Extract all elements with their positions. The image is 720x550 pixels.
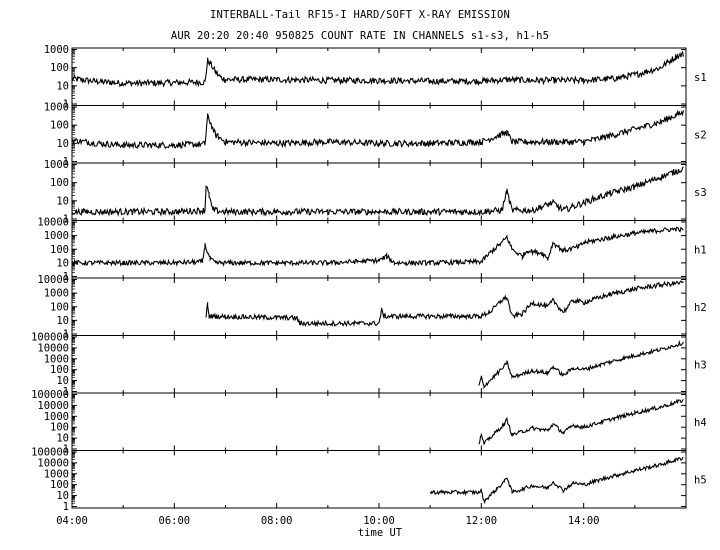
series-line-h5 [429,456,684,505]
y-tick-label-h2: 1000 [44,288,69,300]
y-tick-label-s3: 1 [63,214,69,226]
y-tick-label-h4: 1000 [44,411,69,423]
series-line-h4 [478,398,684,445]
y-tick-label-s1: 1 [63,99,69,111]
y-tick-label-h5: 100000 [31,447,69,459]
panel-frame-h3 [71,335,687,394]
y-tick-label-h5: 100 [50,479,69,491]
x-tick-label: 06:00 [159,515,191,527]
y-tick-label-s2: 10 [56,138,69,150]
y-tick-label-h2: 10000 [37,274,69,286]
y-tick-label-s3: 10 [56,195,69,207]
series-line-s1 [71,50,684,88]
panel-frame-h2 [71,277,687,336]
y-tick-label-h2: 100 [50,301,69,313]
y-tick-label-h5: 10000 [37,457,69,469]
y-tick-label-h1: 1000 [44,230,69,242]
y-tick-label-h4: 1 [63,444,69,456]
y-tick-label-h3: 100000 [31,332,69,344]
y-tick-label-h1: 100 [50,244,69,256]
x-tick-label: 04:00 [56,515,88,527]
y-tick-label-h5: 10 [56,490,69,502]
panel-label-s3: s3 [694,187,707,199]
y-tick-label-h3: 10000 [37,342,69,354]
panel-frame-s2 [71,105,687,164]
chart-title: INTERBALL-Tail RF15-I HARD/SOFT X-RAY EM… [210,9,510,21]
x-tick-label: 12:00 [466,515,498,527]
y-tick-label-s3: 100 [50,177,69,189]
y-tick-label-h2: 1 [63,329,69,341]
y-tick-label-h5: 1000 [44,468,69,480]
y-tick-label-s2: 1 [63,156,69,168]
y-tick-label-h1: 1 [63,271,69,283]
y-tick-label-s1: 1000 [44,44,69,56]
panel-frame-h5 [71,450,687,509]
y-tick-label-s3: 1000 [44,159,69,171]
y-tick-label-s2: 100 [50,120,69,132]
y-tick-label-h4: 100000 [31,389,69,401]
y-tick-label-h1: 10 [56,257,69,269]
chart-subtitle: AUR 20:20 20:40 950825 COUNT RATE IN CHA… [170,30,550,42]
x-tick-label: 10:00 [363,515,395,527]
series-line-h1 [71,226,684,267]
y-tick-label-h4: 10 [56,433,69,445]
panel-label-h5: h5 [694,474,707,486]
panel-frame-h4 [71,392,687,451]
y-tick-label-h3: 100 [50,364,69,376]
panel-label-h1: h1 [694,244,707,256]
y-tick-label-h2: 10 [56,315,69,327]
panel-label-h4: h4 [694,417,707,429]
panel-label-h3: h3 [694,359,707,371]
y-tick-label-s1: 100 [50,62,69,74]
y-tick-label-h4: 100 [50,422,69,434]
y-tick-label-h3: 1 [63,386,69,398]
panel-label-s2: s2 [694,129,707,141]
y-tick-label-h1: 10000 [37,217,69,229]
x-tick-label: 14:00 [568,515,600,527]
panel-frame-s1 [71,47,687,106]
y-tick-label-s1: 10 [56,80,69,92]
panel-frame-h1 [71,220,687,279]
panel-label-s1: s1 [694,72,707,84]
y-tick-label-s2: 1000 [44,102,69,114]
y-tick-label-h4: 10000 [37,400,69,412]
series-line-h3 [478,339,684,390]
panel-label-h2: h2 [694,302,707,314]
x-tick-label: 08:00 [261,515,293,527]
y-tick-label-h3: 10 [56,375,69,387]
y-tick-label-h5: 1 [63,501,69,513]
series-line-s3 [71,166,684,218]
series-line-s2 [71,109,684,150]
series-line-h2 [205,280,684,328]
y-tick-label-h3: 1000 [44,353,69,365]
x-axis-label: time UT [357,527,403,539]
